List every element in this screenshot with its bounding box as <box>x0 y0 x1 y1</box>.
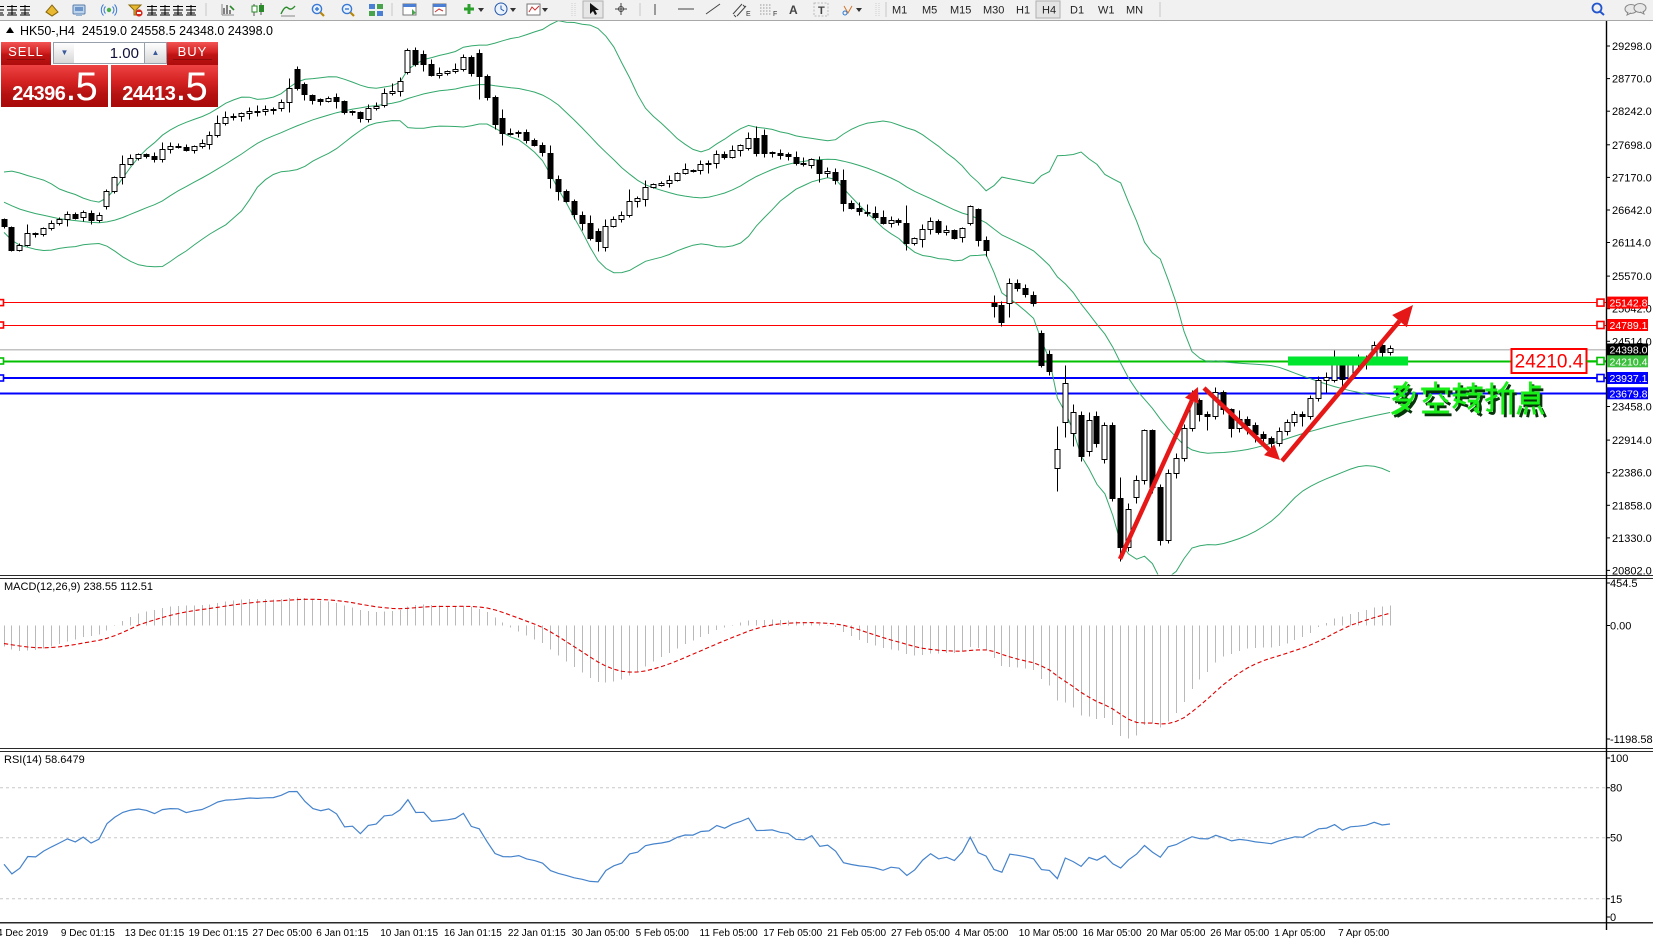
svg-text:26642.0: 26642.0 <box>1612 205 1652 217</box>
svg-text:M15: M15 <box>950 5 971 17</box>
svg-text:6 Jan 01:15: 6 Jan 01:15 <box>316 928 369 939</box>
svg-text:29298.0: 29298.0 <box>1612 41 1652 53</box>
svg-text:21330.0: 21330.0 <box>1612 533 1652 545</box>
svg-text:27698.0: 27698.0 <box>1612 140 1652 152</box>
svg-text:454.5: 454.5 <box>1610 578 1638 590</box>
svg-text:23679.8: 23679.8 <box>1610 388 1648 400</box>
svg-text:1 Apr 05:00: 1 Apr 05:00 <box>1274 928 1326 939</box>
svg-text:HK50-,H4 24519.0 24558.5 2434: HK50-,H4 24519.0 24558.5 24348.0 24398.0 <box>20 24 273 38</box>
svg-text:H1: H1 <box>1016 5 1030 17</box>
svg-text:M1: M1 <box>892 5 907 17</box>
svg-text:28770.0: 28770.0 <box>1612 74 1652 86</box>
svg-text:100: 100 <box>1610 753 1628 765</box>
svg-text:27 Feb 05:00: 27 Feb 05:00 <box>891 928 950 939</box>
svg-text:19 Dec 01:15: 19 Dec 01:15 <box>189 928 249 939</box>
svg-text:23458.0: 23458.0 <box>1612 402 1652 414</box>
svg-text:M30: M30 <box>983 5 1004 17</box>
svg-text:16 Mar 05:00: 16 Mar 05:00 <box>1083 928 1142 939</box>
svg-text:24398.0: 24398.0 <box>1610 345 1648 357</box>
svg-text:15: 15 <box>1610 894 1622 906</box>
svg-text:M5: M5 <box>922 5 937 17</box>
svg-text:13 Dec 01:15: 13 Dec 01:15 <box>125 928 185 939</box>
svg-text:26 Mar 05:00: 26 Mar 05:00 <box>1210 928 1269 939</box>
svg-text:26114.0: 26114.0 <box>1612 238 1651 250</box>
svg-text:MACD(12,26,9) 238.55 112.51: MACD(12,26,9) 238.55 112.51 <box>4 581 153 593</box>
svg-text:50: 50 <box>1610 833 1622 845</box>
svg-text:4 Dec 2019: 4 Dec 2019 <box>0 928 49 939</box>
svg-text:24210.4: 24210.4 <box>1515 352 1584 373</box>
svg-text:H4: H4 <box>1042 5 1056 17</box>
svg-text:9 Dec 01:15: 9 Dec 01:15 <box>61 928 115 939</box>
svg-text:10 Jan 01:15: 10 Jan 01:15 <box>380 928 438 939</box>
svg-text:80: 80 <box>1610 783 1622 795</box>
svg-text:22 Jan 01:15: 22 Jan 01:15 <box>508 928 566 939</box>
svg-text:22386.0: 22386.0 <box>1612 468 1652 480</box>
svg-text:0: 0 <box>1610 912 1616 924</box>
svg-text:20 Mar 05:00: 20 Mar 05:00 <box>1147 928 1206 939</box>
svg-text:D1: D1 <box>1070 5 1084 17</box>
svg-text:T: T <box>818 5 825 17</box>
svg-text:11 Feb 05:00: 11 Feb 05:00 <box>700 928 759 939</box>
svg-text:27 Dec 05:00: 27 Dec 05:00 <box>252 928 312 939</box>
svg-text:4 Mar 05:00: 4 Mar 05:00 <box>955 928 1009 939</box>
svg-text:E: E <box>746 11 751 18</box>
svg-text:30 Jan 05:00: 30 Jan 05:00 <box>572 928 630 939</box>
svg-text:25142.8: 25142.8 <box>1610 298 1648 310</box>
svg-text:24210.4: 24210.4 <box>1610 356 1648 368</box>
svg-text:20802.0: 20802.0 <box>1612 565 1652 577</box>
svg-text:10 Mar 05:00: 10 Mar 05:00 <box>1019 928 1078 939</box>
svg-text:16 Jan 01:15: 16 Jan 01:15 <box>444 928 502 939</box>
svg-text:-1198.58: -1198.58 <box>1610 734 1653 746</box>
svg-text:MN: MN <box>1126 5 1143 17</box>
svg-text:W1: W1 <box>1098 5 1115 17</box>
svg-text:25570.0: 25570.0 <box>1612 271 1652 283</box>
svg-text:22914.0: 22914.0 <box>1612 435 1652 447</box>
svg-text:7 Apr 05:00: 7 Apr 05:00 <box>1338 928 1390 939</box>
svg-text:RSI(14) 58.6479: RSI(14) 58.6479 <box>4 754 85 766</box>
svg-text:21858.0: 21858.0 <box>1612 500 1652 512</box>
svg-text:5 Feb 05:00: 5 Feb 05:00 <box>636 928 690 939</box>
svg-text:A: A <box>789 3 798 17</box>
svg-text:23937.1: 23937.1 <box>1610 373 1648 385</box>
svg-text:F: F <box>773 11 777 18</box>
svg-text:21 Feb 05:00: 21 Feb 05:00 <box>827 928 886 939</box>
svg-text:0.00: 0.00 <box>1610 621 1631 633</box>
svg-text:17 Feb 05:00: 17 Feb 05:00 <box>763 928 822 939</box>
svg-text:28242.0: 28242.0 <box>1612 106 1652 118</box>
svg-text:27170.0: 27170.0 <box>1612 172 1652 184</box>
svg-text:24789.1: 24789.1 <box>1610 320 1648 332</box>
